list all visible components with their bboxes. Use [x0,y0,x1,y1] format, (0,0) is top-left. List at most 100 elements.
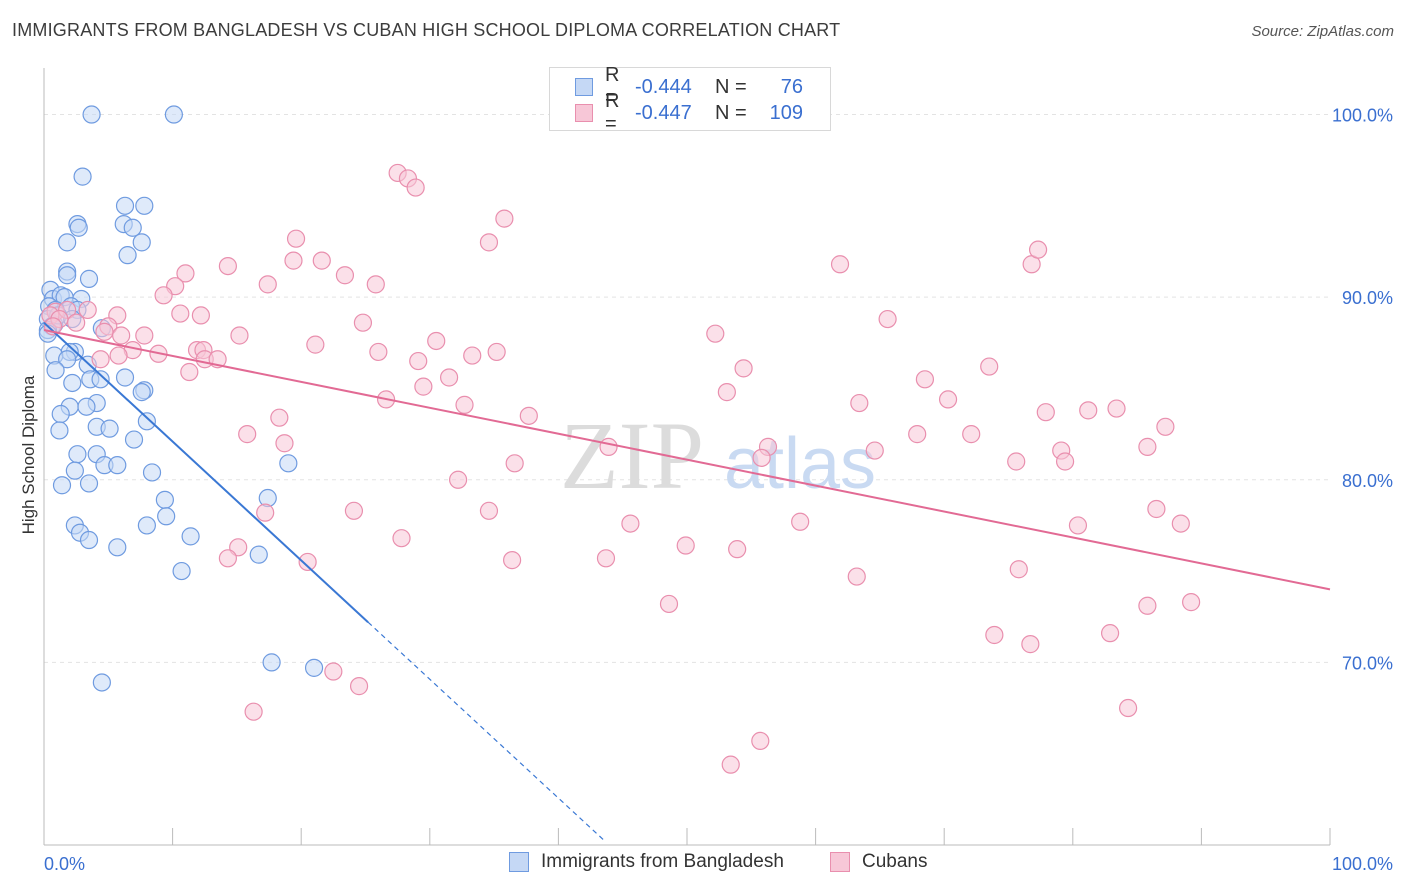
data-point [157,507,176,526]
data-point [980,357,999,376]
data-point [1118,698,1138,718]
data-point [734,359,753,378]
data-point [304,658,324,677]
y-tick-label: 90.0% [1342,288,1393,308]
data-point [135,196,154,215]
data-point [791,512,810,531]
data-point [455,395,474,414]
data-point [1171,514,1190,533]
data-point [262,653,281,672]
series-swatch-cubans [830,852,850,872]
watermark: ZIP atlas [560,402,876,509]
data-point [51,404,70,424]
data-point [108,456,127,475]
data-point [463,346,482,365]
data-point [132,383,151,402]
data-point [82,105,101,124]
data-point [112,326,131,345]
data-point [218,549,237,568]
legend-swatch-cubans [575,104,593,122]
data-point [448,470,468,489]
data-point [137,516,156,535]
data-point [92,673,111,692]
series-legend: Immigrants from Bangladesh Cubans [0,851,1406,879]
data-point [77,397,96,416]
data-point [50,421,69,440]
data-point [244,702,263,721]
data-point [154,286,173,305]
data-point [238,425,257,444]
data-point [115,196,135,215]
gridlines [44,114,1330,663]
x-tick-label: 0.0% [44,854,85,874]
data-point [171,304,190,323]
legend-r-label: R = [605,64,620,109]
x-tick-label: 100.0% [1332,854,1393,874]
data-point [369,342,388,362]
data-point [392,529,411,548]
data-point [275,434,294,453]
data-point [1138,437,1157,456]
data-point [427,331,446,351]
legend-r-value: -0.444 [635,75,692,98]
data-point [135,326,154,345]
legend-n-label: N = [715,101,747,124]
data-point [621,514,640,533]
legend-r-label: R = [605,90,620,135]
series-legend-cubans[interactable]: Cubans [830,851,928,873]
data-point [79,530,99,550]
data-point [659,594,679,614]
data-point [58,266,77,285]
legend-n-label: N = [715,75,747,98]
data-point [353,313,373,332]
data-point [58,350,77,369]
data-point [479,233,499,252]
data-point [79,474,99,493]
data-point [63,373,82,393]
data-point [284,251,303,270]
data-point [503,551,522,570]
watermark-atlas: atlas [724,424,876,504]
data-point [118,246,137,265]
data-point [505,454,524,473]
data-point [270,408,289,427]
data-point [142,463,162,482]
data-point [115,368,135,387]
source-label: Source: ZipAtlas.com [1251,23,1394,40]
data-point [721,755,740,774]
data-point [479,501,499,520]
data-point [78,300,97,320]
data-point [409,351,428,371]
y-axis-label: High School Diploma [19,375,38,535]
data-point [176,264,195,283]
data-point [181,527,200,546]
legend-n-value: 76 [780,75,803,98]
data-point [258,275,277,294]
series-label-bangladesh: Immigrants from Bangladesh [541,851,784,872]
data-point [908,425,927,444]
data-point [256,503,275,522]
data-point [249,545,268,564]
data-point [962,425,981,444]
trend-line [43,321,369,623]
data-point [123,218,142,237]
series-legend-bangladesh[interactable]: Immigrants from Bangladesh [509,851,784,873]
data-point [298,552,317,572]
data-point [676,536,695,555]
data-point [286,229,306,248]
data-point [706,324,725,343]
data-point [519,406,538,425]
y-tick-label: 100.0% [1332,106,1393,126]
data-point [91,350,110,369]
data-point [1055,452,1075,471]
data-point [599,437,618,456]
data-point [58,233,77,252]
data-point [191,306,210,325]
tick-labels: 70.0% 80.0% 90.0% 100.0% 0.0% 100.0% [44,106,1393,874]
series-cubans-points [41,163,1201,774]
data-point [366,275,385,294]
correlation-legend: R = -0.444 N = 76 R = -0.447 N = 109 [549,64,831,135]
data-point [108,538,127,557]
data-point [67,313,86,332]
data-point [1036,403,1055,422]
